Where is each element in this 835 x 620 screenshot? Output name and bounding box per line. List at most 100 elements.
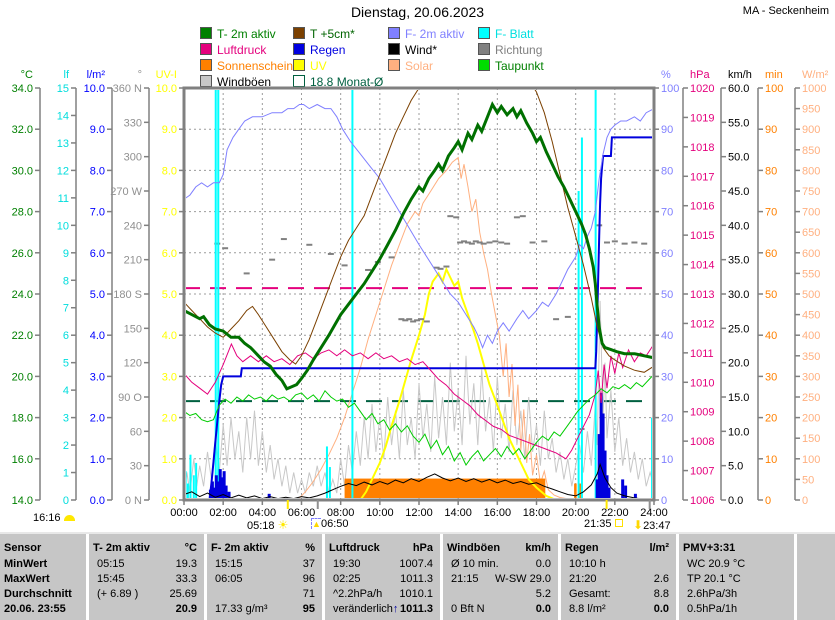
axis-tick-label: 3 [63,413,69,425]
table-col-unit: hPa [412,542,433,554]
table-column-divider [558,534,561,620]
table-cell: 0.5hPa/1h [687,603,738,615]
legend-swatch [200,27,212,39]
axis-tick-label: 2 [63,440,69,452]
legend-item-uv: UV [293,59,327,73]
axis-tick-label: 45.0 [728,186,749,198]
series-luftdruck [186,342,652,460]
table-column-divider [86,534,89,620]
axis-tick-label: 1011 [690,348,714,360]
axis-tick-label: 950 [802,104,820,116]
station-name: MA - Seckenheim [742,5,829,17]
axis-tick-label: 0.0 [90,495,105,507]
table-row-label: MinWert [4,558,48,570]
axis-tick-label: 30 [130,461,142,473]
legend-label: Regen [310,43,346,57]
axis-tick-label: 55.0 [728,117,749,129]
axis-unit-kmh: km/h [728,69,752,81]
axis-tick-label: 2.0 [90,413,105,425]
axis-tick-label: 180 S [113,289,142,301]
series-t-2m-aktiv [186,101,652,391]
axis-tick-label: 22.0 [12,330,33,342]
moon-rise-icon [63,515,75,521]
axis-tick-label: 500 [802,289,820,301]
axis-tick-label: 210 [124,255,142,267]
axis-tick-label: 850 [802,145,820,157]
table-cell: 15:15 [215,558,243,570]
axis-tick-label: 90 [765,124,777,136]
axis-tick-label: 15.0 [728,392,749,404]
legend-swatch [478,27,490,39]
table-cell: Ø 10 min. [451,558,499,570]
axis-tick-label: 3.0 [162,371,177,383]
axis-tick-label: 550 [802,268,820,280]
table-column-divider [794,534,797,620]
axis-tick-label: 40 [661,330,673,342]
x-tick-label: 22:00 [601,507,629,519]
table-row-label: Sensor [4,542,42,554]
axis-tick-label: 60 [765,248,777,260]
axis-tick-label: 10.0 [728,426,749,438]
axis-tick-label: 14.0 [12,495,33,507]
table-row-label: MaxWert [4,573,50,585]
axis-tick-label: 150 [124,323,142,335]
legend-swatch [293,27,305,39]
axis-tick-label: 270 W [110,186,142,198]
time-value: 05:18 [247,520,275,532]
axis-tick-label: 750 [802,186,820,198]
axis-tick-label: 350 [802,351,820,363]
axis-tick-label: 400 [802,330,820,342]
table-cell: Gesamt: [569,588,611,600]
x-tick-label: 20:00 [562,507,590,519]
axis-tick-label: 0 [63,495,69,507]
axis-tick-label: 3.0 [90,371,105,383]
table-cell-value: 20.9 [175,603,197,615]
x-tick-label: 02:00 [209,507,237,519]
axis-unit-uv: UV-I [156,69,177,81]
table-col-header: PMV+3:31 [683,542,736,554]
axis-tick-label: 150 [802,433,820,445]
axis-tick-label: 1007 [690,466,714,478]
axis-tick-label: 8.0 [162,165,177,177]
legend-item-sonnenschein: Sonnenschein [200,59,293,73]
axis-tick-label: 650 [802,227,820,239]
axis-tick-label: 100 [661,83,679,95]
legend-label: F- Blatt [495,27,534,41]
table-row-label: 20.06. 23:55 [4,603,66,615]
legend-label: UV [310,59,327,73]
axis-unit-lm2: l/m² [87,69,106,81]
axis-tick-label: 200 [802,413,820,425]
series-sonnenschein [344,478,582,498]
table-cell: WC 20.9 °C [687,558,746,570]
time-marker-0650: ▲06:50 [311,518,349,530]
axis-tick-label: 4.0 [90,330,105,342]
pressure-trend-arrow-icon: ↑ [392,603,399,615]
axis-tick-label: 30.0 [728,289,749,301]
table-cell: (+ 6.89 ) [97,588,139,600]
table-cell-value: 8.8 [653,588,669,600]
axis-tick-label: 25.0 [728,323,749,335]
legend-item-richtung: Richtung [478,43,542,57]
table-col-unit: °C [184,542,197,554]
axis-tick-label: 9 [63,248,69,260]
table-column-divider [204,534,207,620]
axis-tick-label: 0.0 [162,495,177,507]
page-title: Dienstag, 20.06.2023 [350,4,485,20]
axis-tick-label: 34.0 [12,83,33,95]
axis-tick-label: 450 [802,310,820,322]
legend-swatch [293,43,305,55]
axis-tick-label: 90 [661,124,673,136]
axis-tick-label: 1018 [690,142,714,154]
legend-label: Wind* [405,43,438,57]
legend-item-luftdruck: Luftdruck [200,43,266,57]
table-cell: 06:05 [215,573,243,585]
axis-tick-label: 28.0 [12,207,33,219]
legend-label: Solar [405,59,434,73]
axis-tick-label: 1019 [690,112,714,124]
axis-tick-label: 11 [58,193,69,205]
time-value: 21:35 [584,518,612,530]
x-tick-label: 12:00 [405,507,433,519]
axis-tick-label: 20 [661,413,673,425]
table-cell-value: 19.3 [175,558,197,570]
axis-tick-label: 1.0 [90,454,105,466]
